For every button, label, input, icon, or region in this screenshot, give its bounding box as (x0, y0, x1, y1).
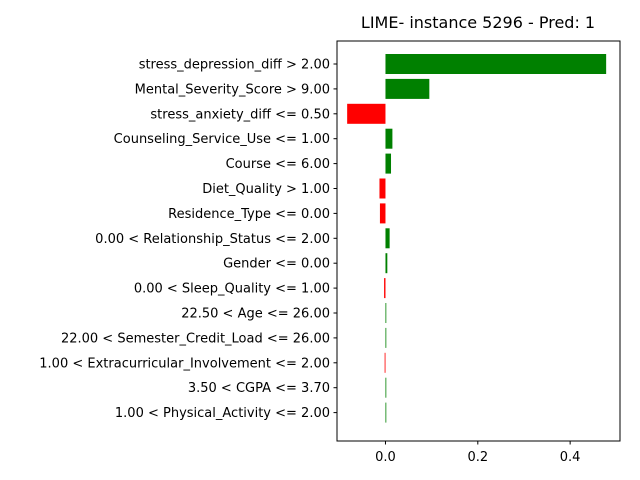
bar-5 (379, 178, 386, 199)
y-tick-label: Counseling_Service_Use <= 1.00 (114, 132, 330, 147)
y-tick-label: 0.00 < Sleep_Quality <= 1.00 (134, 282, 330, 297)
y-tick-label: Course <= 6.00 (226, 157, 330, 172)
chart-title: LIME- instance 5296 - Pred: 1 (361, 13, 595, 32)
y-tick-label: stress_anxiety_diff <= 0.50 (150, 107, 330, 122)
y-tick-label: Mental_Severity_Score > 9.00 (135, 82, 330, 97)
bar-14 (385, 402, 387, 423)
plot-frame (336, 40, 621, 442)
x-tick-label: 0.4 (560, 450, 581, 465)
bar-0 (385, 54, 607, 74)
bar-13 (385, 377, 387, 398)
x-tick-label: 0.2 (467, 450, 488, 465)
y-tick-label: stress_depression_diff > 2.00 (139, 58, 330, 73)
y-tick-label: 1.00 < Physical_Activity <= 2.00 (115, 406, 330, 421)
bar-12 (384, 352, 386, 373)
bar-2 (347, 103, 386, 124)
bar-7 (385, 228, 390, 249)
bar-9 (384, 278, 386, 299)
bar-1 (385, 78, 430, 99)
y-tick-label: Gender <= 0.00 (223, 257, 330, 272)
bars-layer (347, 54, 607, 423)
bar-6 (379, 203, 386, 224)
y-tick-label: Residence_Type <= 0.00 (168, 207, 330, 222)
y-tick-label: Diet_Quality > 1.00 (202, 182, 330, 197)
x-tick-label: 0.0 (375, 450, 396, 465)
bar-8 (385, 253, 388, 274)
y-tick-label: 22.00 < Semester_Credit_Load <= 26.00 (61, 331, 330, 346)
y-tick-label: 3.50 < CGPA <= 3.70 (188, 381, 330, 396)
bar-3 (385, 128, 393, 149)
bar-10 (385, 303, 387, 323)
bar-11 (385, 327, 387, 348)
x-axis-ticks: 0.0 0.2 0.4 (375, 441, 580, 465)
y-tick-label: 22.50 < Age <= 26.00 (181, 307, 330, 322)
y-tick-label: 1.00 < Extracurricular_Involvement <= 2.… (39, 356, 330, 371)
y-tick-label: 0.00 < Relationship_Status <= 2.00 (95, 232, 330, 247)
y-axis-ticks: stress_depression_diff > 2.00 Mental_Seve… (39, 58, 337, 421)
bar-4 (385, 153, 392, 174)
